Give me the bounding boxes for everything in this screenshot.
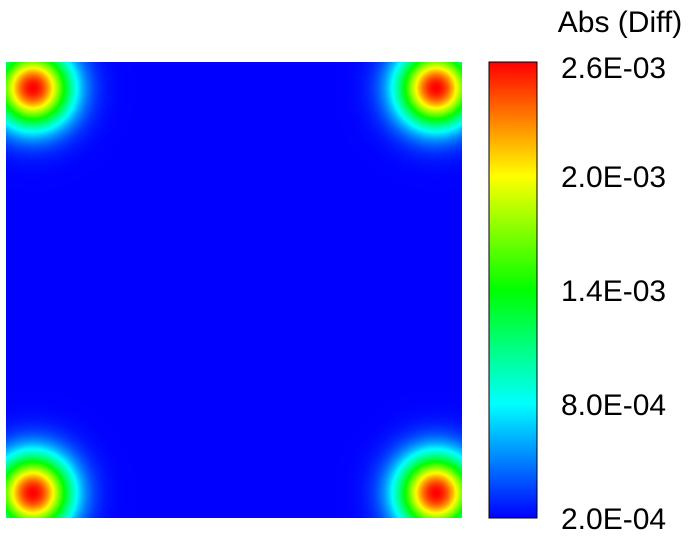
colorbar-tick-label: 2.0E-03 bbox=[561, 161, 666, 194]
colorbar-tick-label: 1.4E-03 bbox=[561, 275, 666, 308]
colorbar-title: Abs (Diff) bbox=[558, 6, 682, 39]
colorbar-gradient bbox=[488, 61, 538, 519]
colorbar-ticks: 2.6E-03 2.0E-03 1.4E-03 8.0E-04 2.0E-04 bbox=[561, 52, 666, 536]
colorbar-tick-label: 2.6E-03 bbox=[561, 52, 666, 85]
colorbar-tick-label: 2.0E-04 bbox=[561, 503, 666, 536]
heatmap-plot bbox=[6, 62, 462, 518]
colorbar-tick-label: 8.0E-04 bbox=[561, 389, 666, 422]
